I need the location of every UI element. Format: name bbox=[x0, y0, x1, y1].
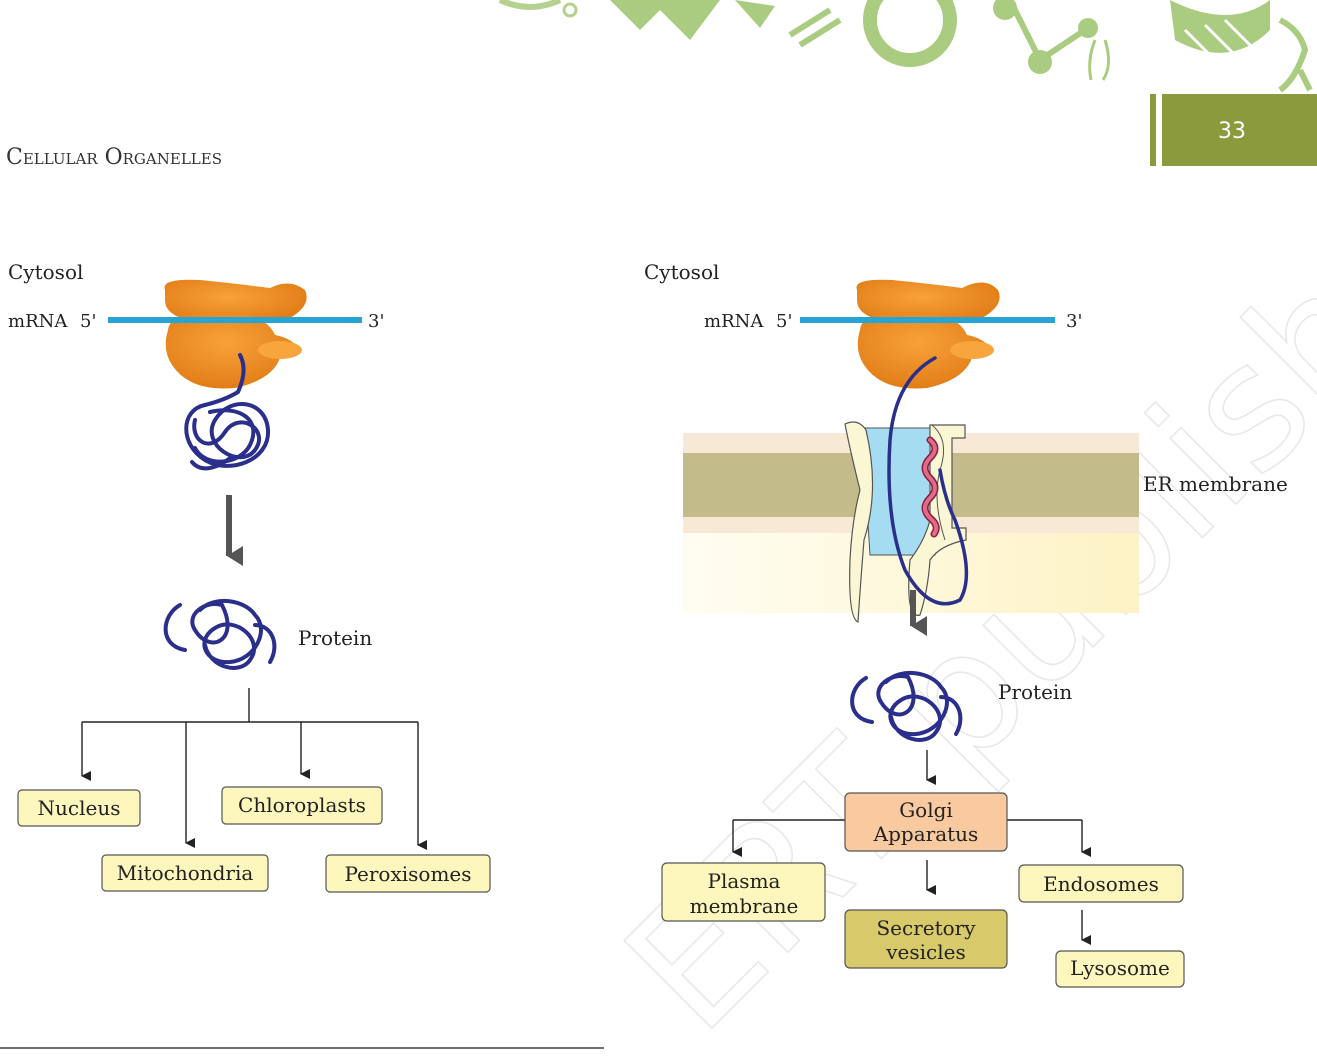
svg-text:Secretory: Secretory bbox=[876, 916, 976, 940]
endosomes-box: Endosomes bbox=[1018, 864, 1184, 903]
left-five-prime: 5' bbox=[80, 311, 96, 332]
right-three-prime: 3' bbox=[1066, 311, 1082, 332]
right-five-prime: 5' bbox=[776, 311, 792, 332]
svg-text:Apparatus: Apparatus bbox=[873, 822, 979, 846]
right-ribosome bbox=[856, 279, 1000, 389]
golgi-apparatus-box: Golgi Apparatus bbox=[844, 792, 1008, 852]
left-ribosome bbox=[164, 279, 307, 389]
page-tab-stripe bbox=[1150, 94, 1156, 166]
left-nascent-protein bbox=[184, 353, 271, 471]
right-mrna-label: mRNA bbox=[704, 311, 764, 332]
right-flow-connectors bbox=[732, 750, 1091, 945]
page-tab bbox=[1162, 94, 1317, 166]
svg-text:Plasma: Plasma bbox=[708, 869, 781, 893]
lysosome-box: Lysosome bbox=[1055, 950, 1185, 988]
left-diagram: Cytosol mRNA 5' 3' Protein bbox=[8, 260, 491, 893]
left-three-prime: 3' bbox=[368, 311, 384, 332]
left-protein-icon bbox=[163, 598, 277, 670]
right-cytosol-label: Cytosol bbox=[644, 260, 719, 284]
er-membrane-label: ER membrane bbox=[1143, 472, 1288, 496]
translocon-channel bbox=[844, 421, 967, 623]
secretory-vesicles-box: Secretory vesicles bbox=[844, 909, 1008, 969]
svg-text:Peroxisomes: Peroxisomes bbox=[344, 862, 471, 886]
svg-text:Lysosome: Lysosome bbox=[1070, 956, 1170, 980]
svg-text:Chloroplasts: Chloroplasts bbox=[238, 793, 366, 817]
chapter-title: Cellular Organelles bbox=[6, 145, 222, 170]
left-branch-connectors bbox=[81, 688, 427, 850]
target-peroxisomes: Peroxisomes bbox=[325, 854, 491, 893]
svg-text:Nucleus: Nucleus bbox=[38, 796, 121, 820]
left-cytosol-label: Cytosol bbox=[8, 260, 83, 284]
target-nucleus: Nucleus bbox=[17, 789, 141, 827]
right-protein-icon bbox=[850, 670, 963, 742]
plasma-membrane-box: Plasma membrane bbox=[661, 862, 826, 922]
right-nascent-chain bbox=[887, 356, 969, 606]
svg-text:Endosomes: Endosomes bbox=[1043, 872, 1159, 896]
svg-text:Golgi: Golgi bbox=[899, 798, 953, 822]
svg-text:vesicles: vesicles bbox=[885, 940, 966, 964]
left-mrna-label: mRNA bbox=[8, 311, 68, 332]
header-decoration bbox=[498, 0, 1313, 93]
target-mitochondria: Mitochondria bbox=[101, 854, 269, 892]
right-protein-label: Protein bbox=[998, 680, 1072, 704]
target-chloroplasts: Chloroplasts bbox=[221, 786, 383, 825]
right-diagram: Cytosol mRNA 5' ER membrane 3' bbox=[644, 260, 1288, 988]
svg-text:membrane: membrane bbox=[690, 894, 799, 918]
left-protein-label: Protein bbox=[298, 626, 372, 650]
page-number: 33 bbox=[1218, 119, 1246, 144]
svg-text:Mitochondria: Mitochondria bbox=[117, 861, 254, 885]
